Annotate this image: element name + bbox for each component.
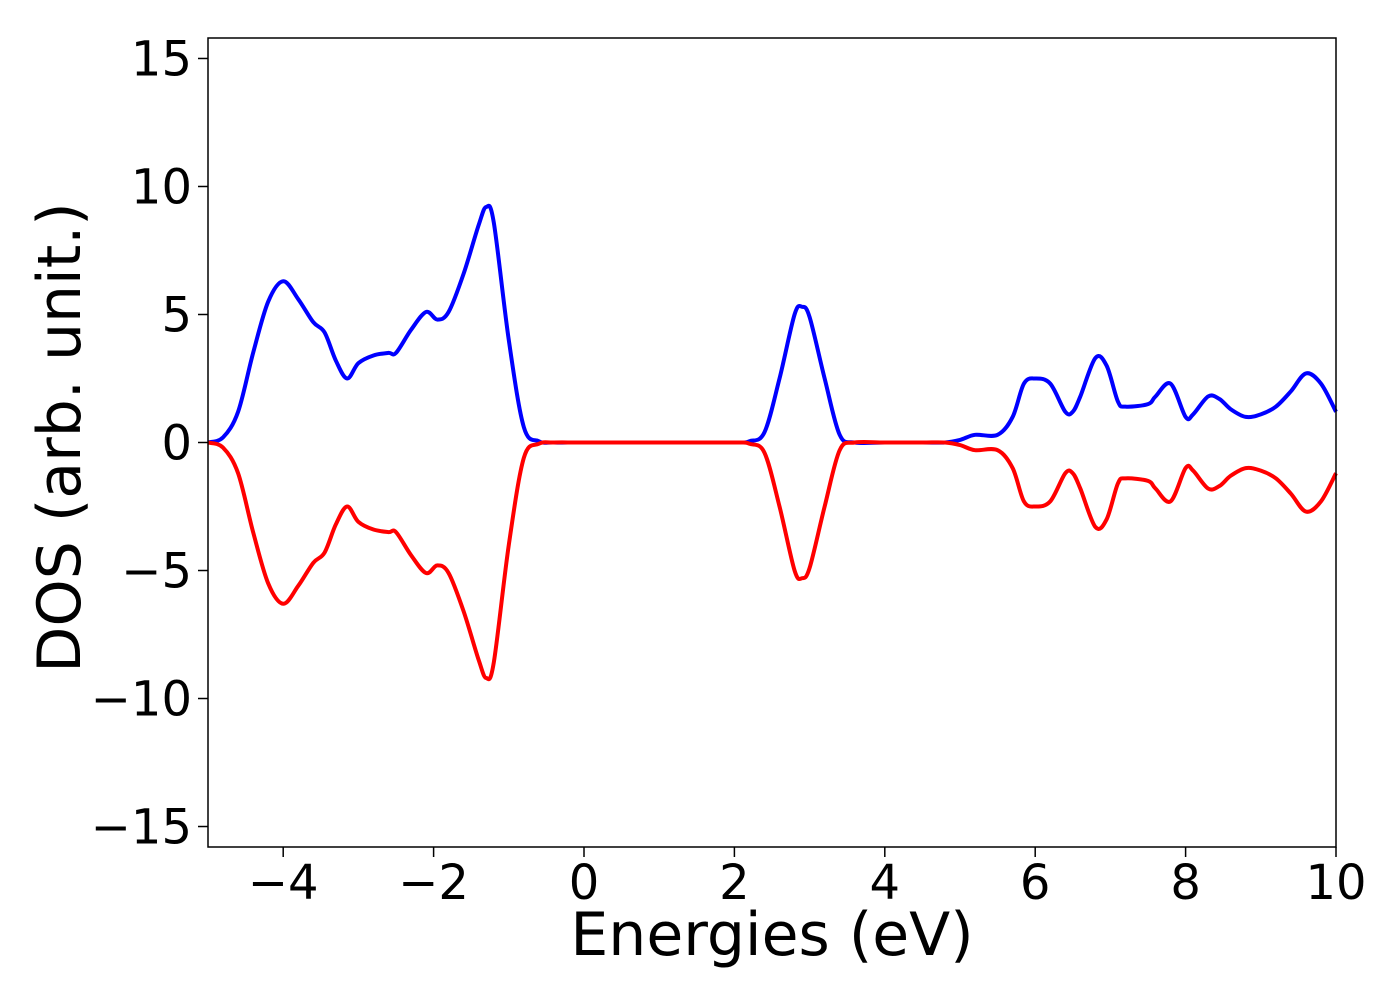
x-tick-label: 8 [1170,855,1201,911]
y-axis-title: DOS (arb. unit.) [25,202,95,672]
y-tick-label: 5 [161,287,192,343]
series-layer [207,203,1338,682]
x-tick-label: 10 [1305,855,1366,911]
y-axis: 15 10 5 0 −5 −10 −15 [91,31,208,856]
y-tick-label: −5 [121,544,192,600]
y-tick-label: 10 [131,159,192,215]
y-tick-label: −10 [91,672,192,728]
x-tick-label: 6 [1020,855,1051,911]
x-axis: −4 −2 0 2 4 6 8 10 [248,847,1367,911]
plot-frame [207,37,1337,848]
x-axis-title: Energies (eV) [570,900,973,970]
x-tick-label: 0 [569,855,600,911]
spin-down-dos-line [207,439,1338,682]
x-tick-label: 2 [719,855,750,911]
x-tick-label: −2 [398,855,469,911]
y-tick-label: 15 [131,31,192,87]
x-tick-label: 4 [870,855,901,911]
x-tick-label: −4 [248,855,319,911]
spin-up-dos-line [207,203,1338,446]
y-tick-label: −15 [91,800,192,856]
y-tick-label: 0 [161,416,192,472]
